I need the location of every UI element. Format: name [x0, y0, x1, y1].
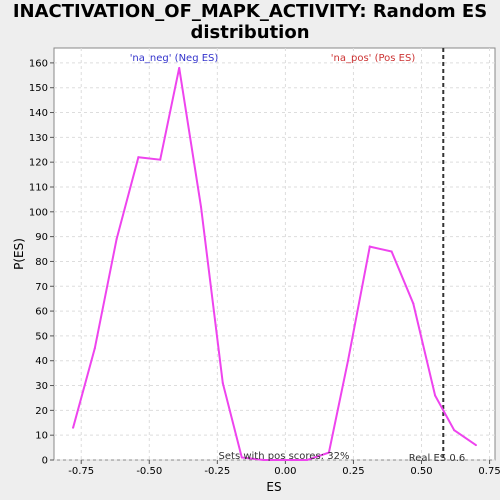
data-point [434, 394, 437, 397]
y-tick-label: 100 [29, 207, 48, 218]
data-point [137, 156, 140, 159]
y-tick-label: 40 [35, 356, 48, 367]
y-tick-label: 110 [29, 182, 48, 193]
y-tick-label: 80 [35, 257, 48, 268]
data-point [221, 382, 224, 385]
y-tick-label: 160 [29, 58, 48, 69]
sets-pos-scores-label: Sets with pos scores: 32% [219, 451, 350, 462]
x-axis-label: ES [266, 480, 281, 494]
y-axis: 0 10 20 30 40 50 60 70 80 90 100 110 120 130 140 150 160 [29, 58, 54, 467]
y-tick-label: 50 [35, 331, 48, 342]
x-tick-label: 0.25 [342, 466, 364, 477]
x-tick-label: 0.00 [274, 466, 296, 477]
grid-lines [54, 48, 495, 461]
data-point [284, 459, 287, 461]
pos-es-label: 'na_pos' (Pos ES) [331, 53, 416, 64]
data-point [347, 359, 349, 362]
data-point [412, 302, 415, 305]
data-point [159, 158, 162, 161]
y-tick-label: 140 [29, 108, 48, 119]
x-tick-label: 0.75 [478, 466, 500, 477]
data-point [368, 245, 371, 248]
y-tick-label: 0 [42, 456, 48, 467]
data-point [178, 66, 181, 69]
data-point [93, 347, 96, 350]
neg-es-label: 'na_neg' (Neg ES) [130, 53, 219, 64]
x-tick-label: -0.50 [136, 466, 162, 477]
data-point [262, 459, 265, 461]
data-point [327, 451, 330, 454]
plot-area [53, 47, 496, 461]
y-tick-label: 150 [29, 83, 48, 94]
x-tick-label: 0.50 [410, 466, 432, 477]
y-tick-label: 70 [35, 282, 48, 293]
data-point [200, 205, 202, 208]
chart-title-line2: distribution [190, 22, 310, 43]
data-point [390, 250, 393, 253]
y-tick-label: 120 [29, 158, 48, 169]
x-axis: -0.75 -0.50 -0.25 0.00 0.25 0.50 0.75 [68, 460, 500, 477]
y-tick-label: 60 [35, 307, 48, 318]
x-tick-label: -0.25 [204, 466, 230, 477]
data-point [240, 456, 243, 459]
data-point [474, 444, 477, 447]
y-tick-label: 10 [35, 431, 48, 442]
real-es-label: Real ES 0.6 [409, 453, 465, 464]
x-tick-label: -0.75 [68, 466, 94, 477]
y-axis-label: P(ES) [12, 238, 26, 270]
data-point [306, 459, 309, 461]
y-tick-label: 20 [35, 406, 48, 417]
data-point [115, 238, 118, 241]
y-tick-label: 90 [35, 232, 48, 243]
data-point [72, 426, 75, 429]
series-points [72, 66, 477, 461]
y-tick-label: 30 [35, 381, 48, 392]
data-point [453, 429, 456, 432]
series-line [72, 67, 477, 461]
chart-title-line1: INACTIVATION_OF_MAPK_ACTIVITY: Random ES [12, 1, 488, 22]
chart-title: INACTIVATION_OF_MAPK_ACTIVITY: Random ES… [0, 1, 500, 43]
y-tick-label: 130 [29, 133, 48, 144]
